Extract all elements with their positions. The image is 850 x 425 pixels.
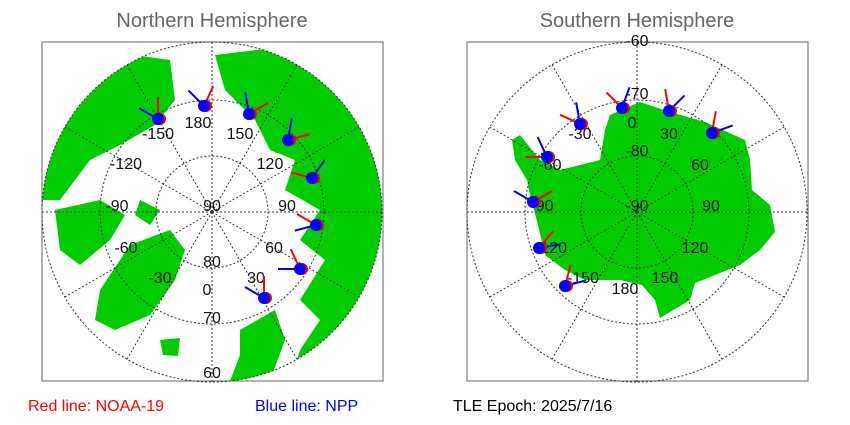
- meridian-line: [126, 64, 213, 213]
- meridian-line: [64, 126, 213, 213]
- legend-noaa19: Red line: NOAA-19: [28, 398, 165, 415]
- npp-position: [152, 113, 164, 125]
- longitude-label: 150: [227, 126, 254, 143]
- legend-npp: Blue line: NPP: [255, 398, 359, 415]
- longitude-label: 90: [278, 198, 296, 215]
- meridian-line: [211, 211, 298, 360]
- npp-position: [574, 118, 586, 130]
- latitude-label: -90: [625, 198, 648, 215]
- npp-position: [306, 172, 318, 184]
- tle-epoch: TLE Epoch: 2025/7/16: [453, 398, 613, 415]
- meridian-line: [126, 211, 213, 360]
- meridian-line: [636, 64, 723, 213]
- longitude-label: 150: [652, 270, 679, 287]
- latitude-label: 70: [203, 310, 221, 327]
- npp-position: [616, 102, 628, 114]
- south-polar-map: [466, 41, 809, 383]
- npp-position: [533, 242, 545, 254]
- longitude-label: 90: [702, 198, 720, 215]
- longitude-label: 0: [628, 115, 637, 132]
- npp-position: [663, 105, 675, 117]
- antarctica-land: [512, 102, 775, 318]
- npp-position: [198, 100, 210, 112]
- meridian-line: [211, 64, 298, 213]
- longitude-label: -60: [114, 240, 137, 257]
- npp-position: [258, 292, 270, 304]
- south-map-title: Southern Hemisphere: [539, 10, 735, 32]
- meridian-line: [211, 126, 360, 213]
- meridian-line: [551, 211, 638, 360]
- longitude-label: 60: [691, 157, 709, 174]
- north-polar-map: [41, 41, 384, 383]
- longitude-label: -90: [105, 198, 128, 215]
- meridian-line: [211, 211, 360, 298]
- npp-position: [706, 127, 718, 139]
- longitude-label: 180: [185, 115, 212, 132]
- npp-position: [294, 263, 306, 275]
- longitude-label: 180: [612, 281, 639, 298]
- latitude-label: -70: [625, 86, 648, 103]
- meridian-line: [636, 211, 723, 360]
- north-map-title: Northern Hemisphere: [116, 10, 308, 32]
- longitude-label: -120: [110, 156, 142, 173]
- longitude-label: 120: [682, 240, 709, 257]
- latitude-label: -60: [625, 33, 648, 50]
- latitude-label: 90: [203, 198, 221, 215]
- npp-position: [559, 280, 571, 292]
- longitude-label: -150: [142, 126, 174, 143]
- meridian-line: [551, 64, 638, 213]
- meridian-line: [489, 211, 638, 298]
- meridian-line: [64, 211, 213, 298]
- south-graticule: [466, 41, 808, 383]
- longitude-label: 60: [265, 240, 283, 257]
- npp-position: [527, 196, 539, 208]
- north-land: [42, 42, 382, 381]
- latitude-label: 80: [203, 254, 221, 271]
- meridian-line: [636, 211, 785, 298]
- longitude-label: -30: [568, 126, 591, 143]
- longitude-label: -30: [148, 270, 171, 287]
- longitude-label: 30: [247, 270, 265, 287]
- latitude-label: -80: [625, 143, 648, 160]
- npp-position: [282, 134, 294, 146]
- longitude-label: 0: [203, 282, 212, 299]
- meridian-line: [636, 126, 785, 213]
- longitude-label: 120: [257, 156, 284, 173]
- npp-position: [310, 219, 322, 231]
- longitude-label: 30: [660, 126, 678, 143]
- north-graticule: [41, 41, 383, 383]
- latitude-label: 60: [203, 365, 221, 382]
- npp-position: [243, 108, 255, 120]
- meridian-line: [489, 126, 638, 213]
- npp-position: [541, 151, 553, 163]
